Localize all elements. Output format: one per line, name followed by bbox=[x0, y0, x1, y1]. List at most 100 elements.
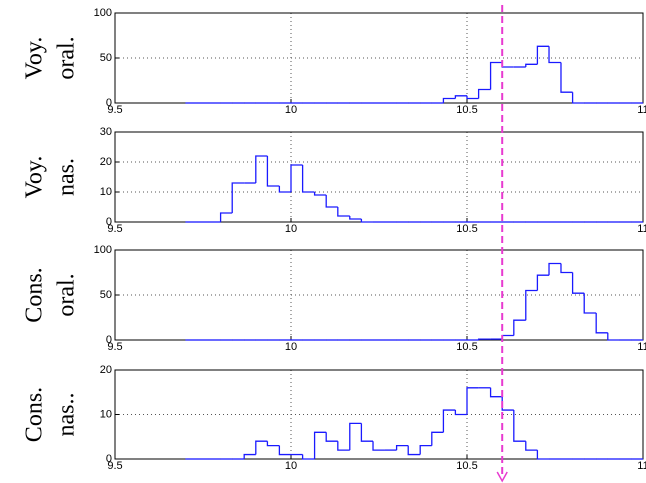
y-tick-label: 100 bbox=[94, 244, 112, 256]
x-tick-label: 10 bbox=[285, 104, 297, 116]
histogram-step bbox=[372, 441, 385, 451]
y-tick-label: 50 bbox=[100, 52, 112, 64]
histogram-step bbox=[290, 164, 303, 192]
x-tick-label: 10.5 bbox=[456, 341, 477, 353]
x-tick-label: 11 bbox=[637, 341, 646, 353]
y-tick-label: 10 bbox=[100, 186, 112, 198]
y-axis-label: oral. bbox=[54, 36, 80, 79]
histogram-step bbox=[501, 334, 514, 340]
histogram-step bbox=[501, 396, 514, 411]
histogram-step bbox=[243, 453, 256, 459]
y-tick-label: 0 bbox=[106, 453, 112, 465]
histogram-step bbox=[219, 212, 233, 222]
histogram-step bbox=[301, 165, 315, 193]
histogram-step bbox=[395, 445, 409, 451]
histogram-step bbox=[536, 45, 550, 65]
x-tick-label: 11 bbox=[637, 223, 646, 235]
histogram-step bbox=[466, 95, 479, 100]
histogram-step bbox=[501, 62, 514, 68]
histogram-step bbox=[571, 272, 585, 294]
threshold-arrow bbox=[496, 471, 508, 483]
histogram-step bbox=[278, 445, 291, 456]
histogram-step bbox=[571, 92, 585, 104]
panel: 0 50 100 9.5 10 10.5 11 Cons. oral. bbox=[22, 244, 646, 353]
y-tick-label: 30 bbox=[100, 126, 112, 138]
x-tick-label: 11 bbox=[637, 460, 646, 472]
histogram-step bbox=[337, 207, 350, 217]
histogram-step bbox=[313, 431, 327, 459]
x-tick-label: 11 bbox=[637, 104, 646, 116]
histogram-step bbox=[536, 274, 550, 291]
y-tick-label: 0 bbox=[106, 97, 112, 109]
histogram-step bbox=[548, 46, 561, 64]
y-axis-label: Cons. bbox=[22, 267, 48, 322]
histogram-step bbox=[466, 387, 479, 415]
histogram-step bbox=[477, 338, 491, 340]
y-axis-label: Cons. bbox=[22, 387, 48, 442]
panel: 0 50 100 9.5 10 10.5 11 Voy. oral. bbox=[22, 7, 646, 116]
histogram-step bbox=[442, 409, 456, 433]
histogram-step bbox=[489, 387, 503, 398]
histogram-step bbox=[442, 97, 456, 103]
histogram-step bbox=[431, 431, 444, 446]
x-tick-label: 9.5 bbox=[107, 341, 122, 353]
y-axis-label: nas.. bbox=[54, 393, 80, 437]
y-axis-label: nas. bbox=[54, 158, 80, 196]
histogram-step bbox=[454, 95, 467, 99]
histogram-step bbox=[607, 332, 620, 341]
histogram-step bbox=[525, 441, 538, 451]
histogram-step bbox=[513, 319, 526, 336]
histogram-step bbox=[513, 410, 526, 442]
y-tick-label: 10 bbox=[100, 408, 112, 420]
y-tick-label: 100 bbox=[94, 7, 112, 19]
panel: 0 10 20 30 9.5 10 10.5 11 Voy. nas. bbox=[22, 126, 646, 235]
histogram-step bbox=[337, 441, 350, 451]
histogram-step bbox=[419, 445, 432, 455]
histogram-step bbox=[407, 445, 421, 456]
histogram-step bbox=[560, 62, 573, 93]
x-tick-label: 9.5 bbox=[107, 460, 122, 472]
x-tick-label: 10 bbox=[285, 341, 297, 353]
histogram-step bbox=[266, 441, 280, 447]
histogram-step bbox=[313, 192, 327, 196]
histogram-step bbox=[301, 454, 315, 460]
histogram-step bbox=[560, 263, 573, 274]
x-tick-label: 9.5 bbox=[107, 223, 122, 235]
histogram-step bbox=[349, 216, 362, 220]
y-tick-label: 20 bbox=[100, 156, 112, 168]
histogram-step bbox=[583, 293, 597, 314]
y-axis-label: Voy. bbox=[22, 156, 48, 199]
x-tick-label: 10 bbox=[285, 223, 297, 235]
histogram-step bbox=[548, 262, 561, 276]
x-tick-label: 9.5 bbox=[107, 104, 122, 116]
histogram-step bbox=[454, 410, 467, 416]
histogram-step bbox=[231, 182, 245, 213]
histogram-step bbox=[360, 219, 374, 223]
histogram-step bbox=[595, 313, 608, 334]
histogram-step bbox=[536, 450, 550, 460]
y-axis-label: Voy. bbox=[22, 37, 48, 80]
histogram-step bbox=[266, 156, 280, 187]
x-tick-label: 10.5 bbox=[456, 223, 477, 235]
y-tick-label: 0 bbox=[106, 216, 112, 228]
histogram-step bbox=[525, 289, 538, 321]
histogram-step bbox=[360, 423, 374, 442]
histogram-step bbox=[278, 186, 291, 193]
x-tick-label: 10.5 bbox=[456, 104, 477, 116]
histogram-step bbox=[255, 155, 268, 183]
histogram-step bbox=[325, 432, 338, 442]
histogram-step bbox=[349, 422, 362, 451]
x-tick-label: 10 bbox=[285, 460, 297, 472]
axes-box bbox=[114, 369, 644, 460]
x-tick-label: 10.5 bbox=[456, 460, 477, 472]
histogram-step bbox=[325, 195, 338, 208]
y-tick-label: 50 bbox=[100, 289, 112, 301]
y-tick-label: 20 bbox=[100, 364, 112, 376]
axes-box bbox=[114, 131, 644, 223]
histogram-step bbox=[477, 88, 491, 99]
histogram-step bbox=[525, 63, 538, 67]
histogram-step bbox=[255, 440, 268, 455]
y-tick-label: 0 bbox=[106, 334, 112, 346]
y-axis-label: oral. bbox=[54, 273, 80, 316]
